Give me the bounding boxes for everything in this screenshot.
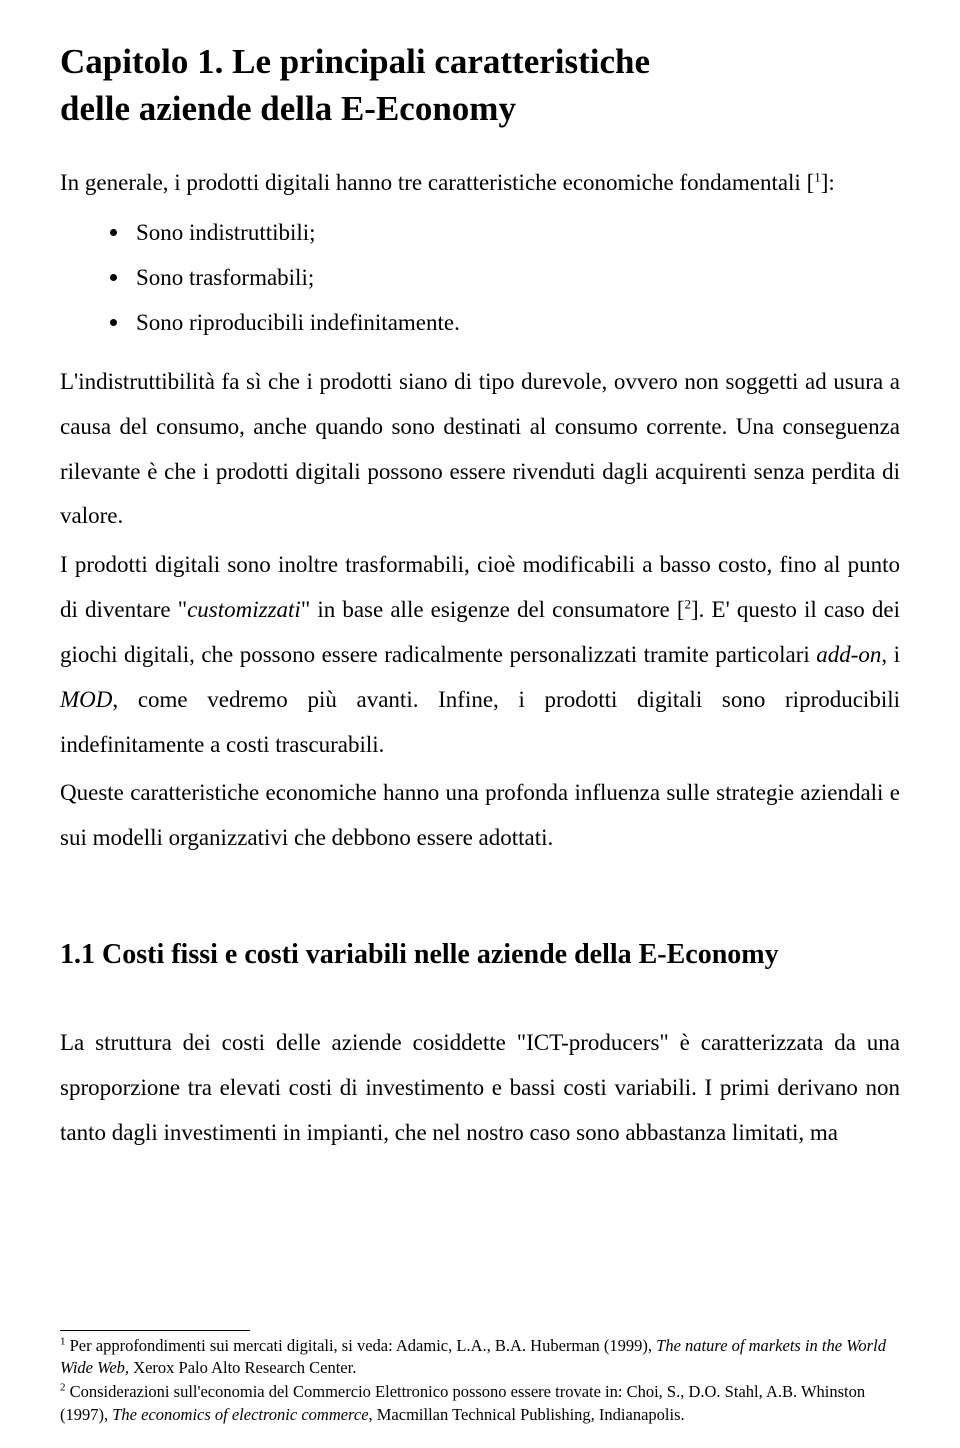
chapter-title: Capitolo 1. Le principali caratteristich… — [60, 38, 900, 133]
footnote-separator — [60, 1330, 250, 1331]
body-paragraph-4: La struttura dei costi delle aziende cos… — [60, 1021, 900, 1156]
footnote-1-a: Per approfondimenti sui mercati digitali… — [66, 1336, 657, 1355]
body-paragraph-2: I prodotti digitali sono inoltre trasfor… — [60, 543, 900, 767]
p2-text-b: " in base alle esigenze del consumatore … — [301, 597, 685, 622]
title-line-1: Capitolo 1. Le principali caratteristich… — [60, 42, 650, 81]
p2-em-addon: add-on — [816, 642, 881, 667]
intro-text-after: ]: — [821, 170, 835, 195]
p2-em-customizzati: customizzati — [187, 597, 301, 622]
section-title: 1.1 Costi fissi e costi variabili nelle … — [60, 939, 900, 971]
p2-em-mod: MOD — [60, 687, 112, 712]
body-paragraph-3: Queste caratteristiche economiche hanno … — [60, 771, 900, 861]
body-paragraph-1: L'indistruttibilità fa sì che i prodotti… — [60, 360, 900, 539]
bullet-item: Sono indistruttibili; — [60, 211, 900, 256]
footnote-1-b: , Xerox Palo Alto Research Center. — [125, 1358, 356, 1377]
footnote-2: 2 Considerazioni sull'economia del Comme… — [60, 1381, 900, 1426]
intro-paragraph: In generale, i prodotti digitali hanno t… — [60, 161, 900, 206]
footnote-1: 1 Per approfondimenti sui mercati digita… — [60, 1335, 900, 1380]
p2-text-e: , come vedremo più avanti. Infine, i pro… — [60, 687, 900, 757]
p2-text-d: , i — [881, 642, 900, 667]
footnote-2-em: The economics of electronic commerce — [112, 1405, 368, 1424]
bullet-item: Sono riproducibili indefinitamente. — [60, 301, 900, 346]
page: Capitolo 1. Le principali caratteristich… — [0, 0, 960, 1448]
bullet-list: Sono indistruttibili; Sono trasformabili… — [60, 211, 900, 346]
footnotes-block: 1 Per approfondimenti sui mercati digita… — [60, 1330, 900, 1428]
bullet-item: Sono trasformabili; — [60, 256, 900, 301]
title-line-2: delle aziende della E-Economy — [60, 89, 516, 128]
intro-text-before: In generale, i prodotti digitali hanno t… — [60, 170, 814, 195]
footnote-2-b: , Macmillan Technical Publishing, Indian… — [369, 1405, 685, 1424]
